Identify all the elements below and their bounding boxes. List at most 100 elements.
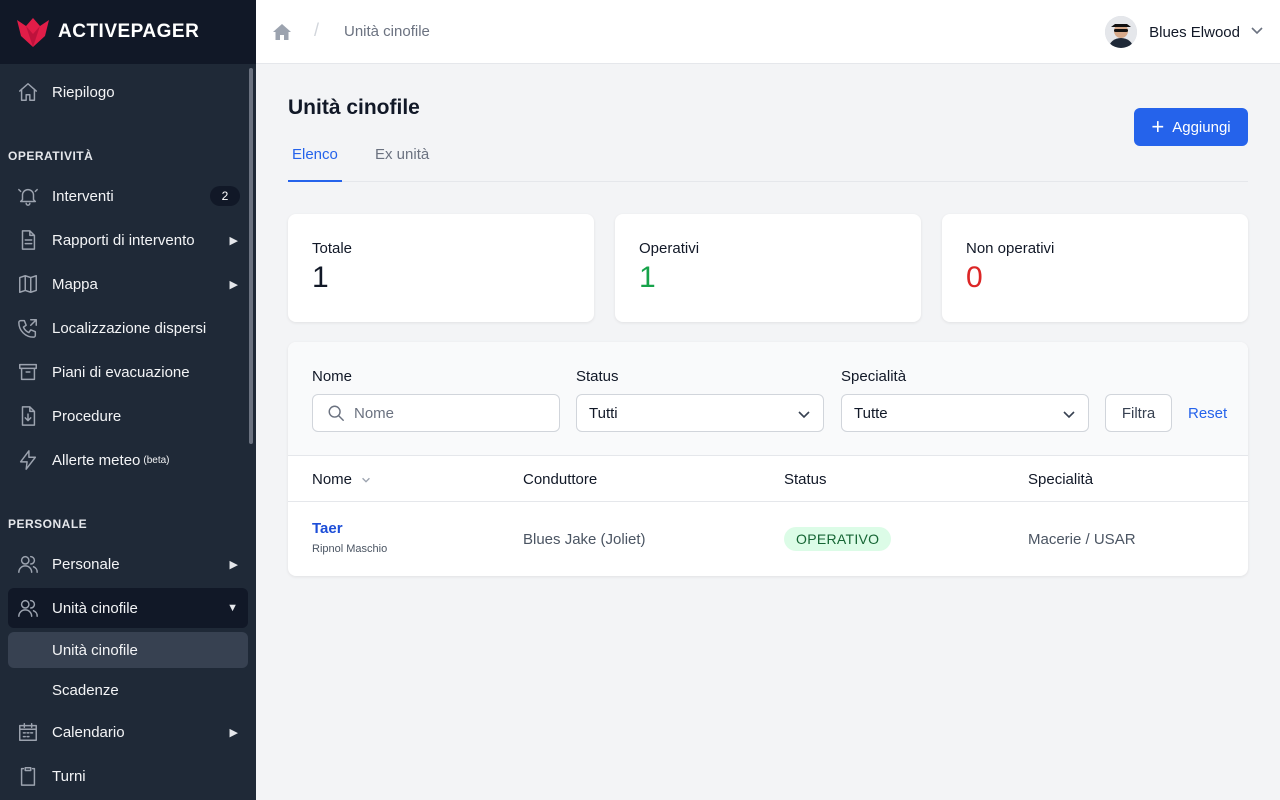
unit-specialty: Macerie / USAR [1028,531,1136,548]
sidebar-item-localizzazione[interactable]: Localizzazione dispersi [8,308,248,348]
status-badge: OPERATIVO [784,527,892,551]
map-icon [16,272,40,296]
clipboard-icon [16,764,40,788]
plus-icon: + [1151,114,1165,139]
stat-label: Operativi [639,240,700,257]
collapse-arrow-icon[interactable]: ▼ [227,602,238,614]
interventi-count-badge: 2 [210,186,240,206]
breadcrumb-separator: / [314,20,320,40]
users-icon [16,552,40,576]
calendar-icon [16,720,40,744]
sidebar-item-personale[interactable]: Personale ▶ [8,544,248,584]
section-operativita: OPERATIVITÀ [8,149,94,163]
chevron-down-icon [1250,23,1264,42]
column-header-nome[interactable]: Nome [312,471,372,488]
page-title: Unità cinofile [288,96,420,119]
sidebar-item-label: Localizzazione dispersi [52,319,207,337]
stat-card-non-operativi: Non operativi 0 [942,214,1248,322]
brand-name: ACTIVEPAGER [58,21,200,42]
sidebar-item-label: Riepilogo [52,83,115,101]
sidebar-item-label: Allerte meteo [52,451,141,469]
users-icon [16,596,40,620]
user-name: Blues Elwood [1149,23,1240,41]
tab-ex-unita[interactable]: Ex unità [375,146,430,163]
expand-arrow-icon[interactable]: ▶ [229,278,238,291]
sidebar-item-piani-evacuazione[interactable]: Piani di evacuazione [8,352,248,392]
specialty-select-value: Tutte [854,404,888,422]
sidebar-item-label: Turni [52,767,86,785]
status-select[interactable]: Tutti [576,394,824,432]
download-doc-icon [16,404,40,428]
sidebar-item-rapporti[interactable]: Rapporti di intervento ▶ [8,220,248,260]
sidebar-item-allerte-meteo[interactable]: Allerte meteo (beta) [8,440,248,480]
activepager-logo-icon [17,18,49,47]
unit-handler: Blues Jake (Joliet) [523,531,646,548]
filters-panel: Nome Nome Status Tutti Specialità Tutte … [288,342,1248,456]
add-button[interactable]: + Aggiungi [1134,108,1248,146]
stat-label: Non operativi [966,240,1055,257]
brand[interactable]: ACTIVEPAGER [0,0,256,64]
add-button-label: Aggiungi [1172,118,1231,136]
name-search-input[interactable]: Nome [312,394,560,432]
sidebar-scrollbar[interactable] [249,68,253,444]
archive-icon [16,360,40,384]
stat-value: 1 [639,261,656,294]
sidebar: ACTIVEPAGER Riepilogo OPERATIVITÀ Interv… [0,0,256,800]
status-select-value: Tutti [589,404,618,422]
unit-name-link[interactable]: Taer [312,520,343,537]
search-icon [328,405,344,421]
sidebar-item-label: Calendario [52,723,125,741]
sidebar-item-interventi[interactable]: Interventi 2 [8,176,248,216]
beta-label: (beta) [143,454,170,466]
name-search-placeholder: Nome [354,404,395,422]
tabs: Elenco Ex unità [288,140,1248,182]
sidebar-item-riepilogo[interactable]: Riepilogo [8,72,248,112]
home-icon[interactable] [272,22,292,42]
sidebar-item-label: Procedure [52,407,122,425]
column-header-conduttore: Conduttore [523,471,598,488]
sidebar-item-label: Personale [52,555,120,573]
sidebar-item-turni[interactable]: Turni [8,756,248,796]
sidebar-item-calendario[interactable]: Calendario ▶ [8,712,248,752]
sort-chevron-icon [362,477,370,483]
sidebar-item-label: Interventi [52,187,114,205]
sidebar-item-mappa[interactable]: Mappa ▶ [8,264,248,304]
column-header-label: Nome [312,471,353,488]
header-divider [288,501,1248,502]
filter-specialty-label: Specialità [841,368,907,385]
sidebar-subitem-unita-cinofile[interactable]: Unità cinofile [8,632,248,668]
filter-button[interactable]: Filtra [1105,394,1172,432]
user-menu[interactable]: Blues Elwood [1105,14,1264,50]
sidebar-item-label: Mappa [52,275,98,293]
top-header: / Unità cinofile Blues Elwood [256,0,1280,64]
column-header-status: Status [784,471,827,488]
expand-arrow-icon[interactable]: ▶ [229,234,238,247]
breadcrumb[interactable]: Unità cinofile [344,23,430,40]
filter-name-label: Nome [312,368,353,385]
bell-icon [16,184,40,208]
chevron-down-icon [797,407,811,425]
sidebar-item-label: Unità cinofile [52,599,138,617]
bolt-icon [16,448,40,472]
stat-card-operativi: Operativi 1 [615,214,921,322]
sidebar-item-label: Piani di evacuazione [52,363,190,381]
expand-arrow-icon[interactable]: ▶ [229,558,238,571]
stat-card-totale: Totale 1 [288,214,594,322]
chevron-down-icon [1062,407,1076,425]
stat-value: 1 [312,261,329,294]
expand-arrow-icon[interactable]: ▶ [229,726,238,739]
sidebar-item-unita-cinofile[interactable]: Unità cinofile ▼ [8,588,248,628]
sidebar-item-label: Rapporti di intervento [52,231,195,249]
phone-icon [16,316,40,340]
specialty-select[interactable]: Tutte [841,394,1089,432]
sidebar-subitem-label: Scadenze [52,681,119,699]
tab-elenco[interactable]: Elenco [288,146,342,182]
column-header-specialita: Specialità [1028,471,1094,488]
sidebar-item-procedure[interactable]: Procedure [8,396,248,436]
section-personale: PERSONALE [8,517,88,531]
stat-value: 0 [966,261,983,294]
avatar [1105,16,1138,48]
sidebar-subitem-scadenze[interactable]: Scadenze [8,672,248,708]
filter-status-label: Status [576,368,619,385]
reset-link[interactable]: Reset [1188,405,1228,422]
